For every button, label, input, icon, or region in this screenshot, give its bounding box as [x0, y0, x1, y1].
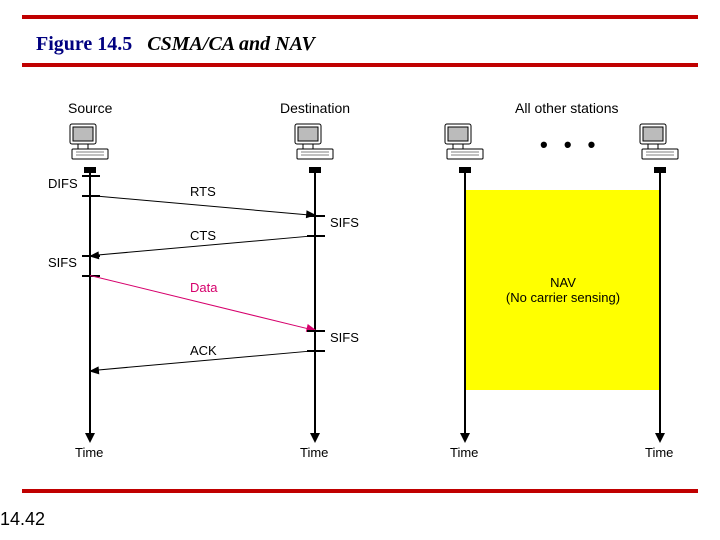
- allother-label: All other stations: [515, 100, 619, 116]
- time-label: Time: [300, 445, 328, 460]
- cts-label: CTS: [190, 228, 216, 243]
- ellipsis-dots: • • •: [540, 132, 600, 158]
- rts-label: RTS: [190, 184, 216, 199]
- nav-text: NAV (No carrier sensing): [483, 275, 643, 305]
- nav-line2: (No carrier sensing): [506, 290, 620, 305]
- timeline-st4: [659, 170, 661, 435]
- computer-icon: [443, 122, 487, 162]
- sifs-label-2: SIFS: [48, 255, 77, 270]
- sifs-label-3: SIFS: [330, 330, 359, 345]
- timeline-st3: [464, 170, 466, 435]
- top-bar-2: [22, 63, 698, 67]
- difs-label: DIFS: [48, 176, 78, 191]
- data-label: Data: [190, 280, 217, 295]
- tick: [307, 215, 325, 217]
- top-bar-1: [22, 15, 698, 19]
- destination-label: Destination: [280, 100, 350, 116]
- figure-number: Figure 14.5: [36, 33, 132, 55]
- page-number: 14.42: [0, 509, 45, 530]
- tick: [82, 175, 100, 177]
- figure-title: Figure 14.5 CSMA/CA and NAV: [36, 33, 315, 56]
- diagram-area: Source Destination All other stations • …: [40, 100, 680, 470]
- tick: [307, 330, 325, 332]
- sifs-label-1: SIFS: [330, 215, 359, 230]
- bottom-bar: [22, 489, 698, 493]
- time-label: Time: [75, 445, 103, 460]
- computer-icon: [638, 122, 682, 162]
- computer-icon: [293, 122, 337, 162]
- time-label: Time: [450, 445, 478, 460]
- nav-line1: NAV: [550, 275, 576, 290]
- timeline-dest: [314, 170, 316, 435]
- computer-icon: [68, 122, 112, 162]
- tick: [82, 255, 100, 257]
- figure-caption: CSMA/CA and NAV: [147, 33, 314, 55]
- source-label: Source: [68, 100, 112, 116]
- timeline-source: [89, 170, 91, 435]
- time-label: Time: [645, 445, 673, 460]
- ack-label: ACK: [190, 343, 217, 358]
